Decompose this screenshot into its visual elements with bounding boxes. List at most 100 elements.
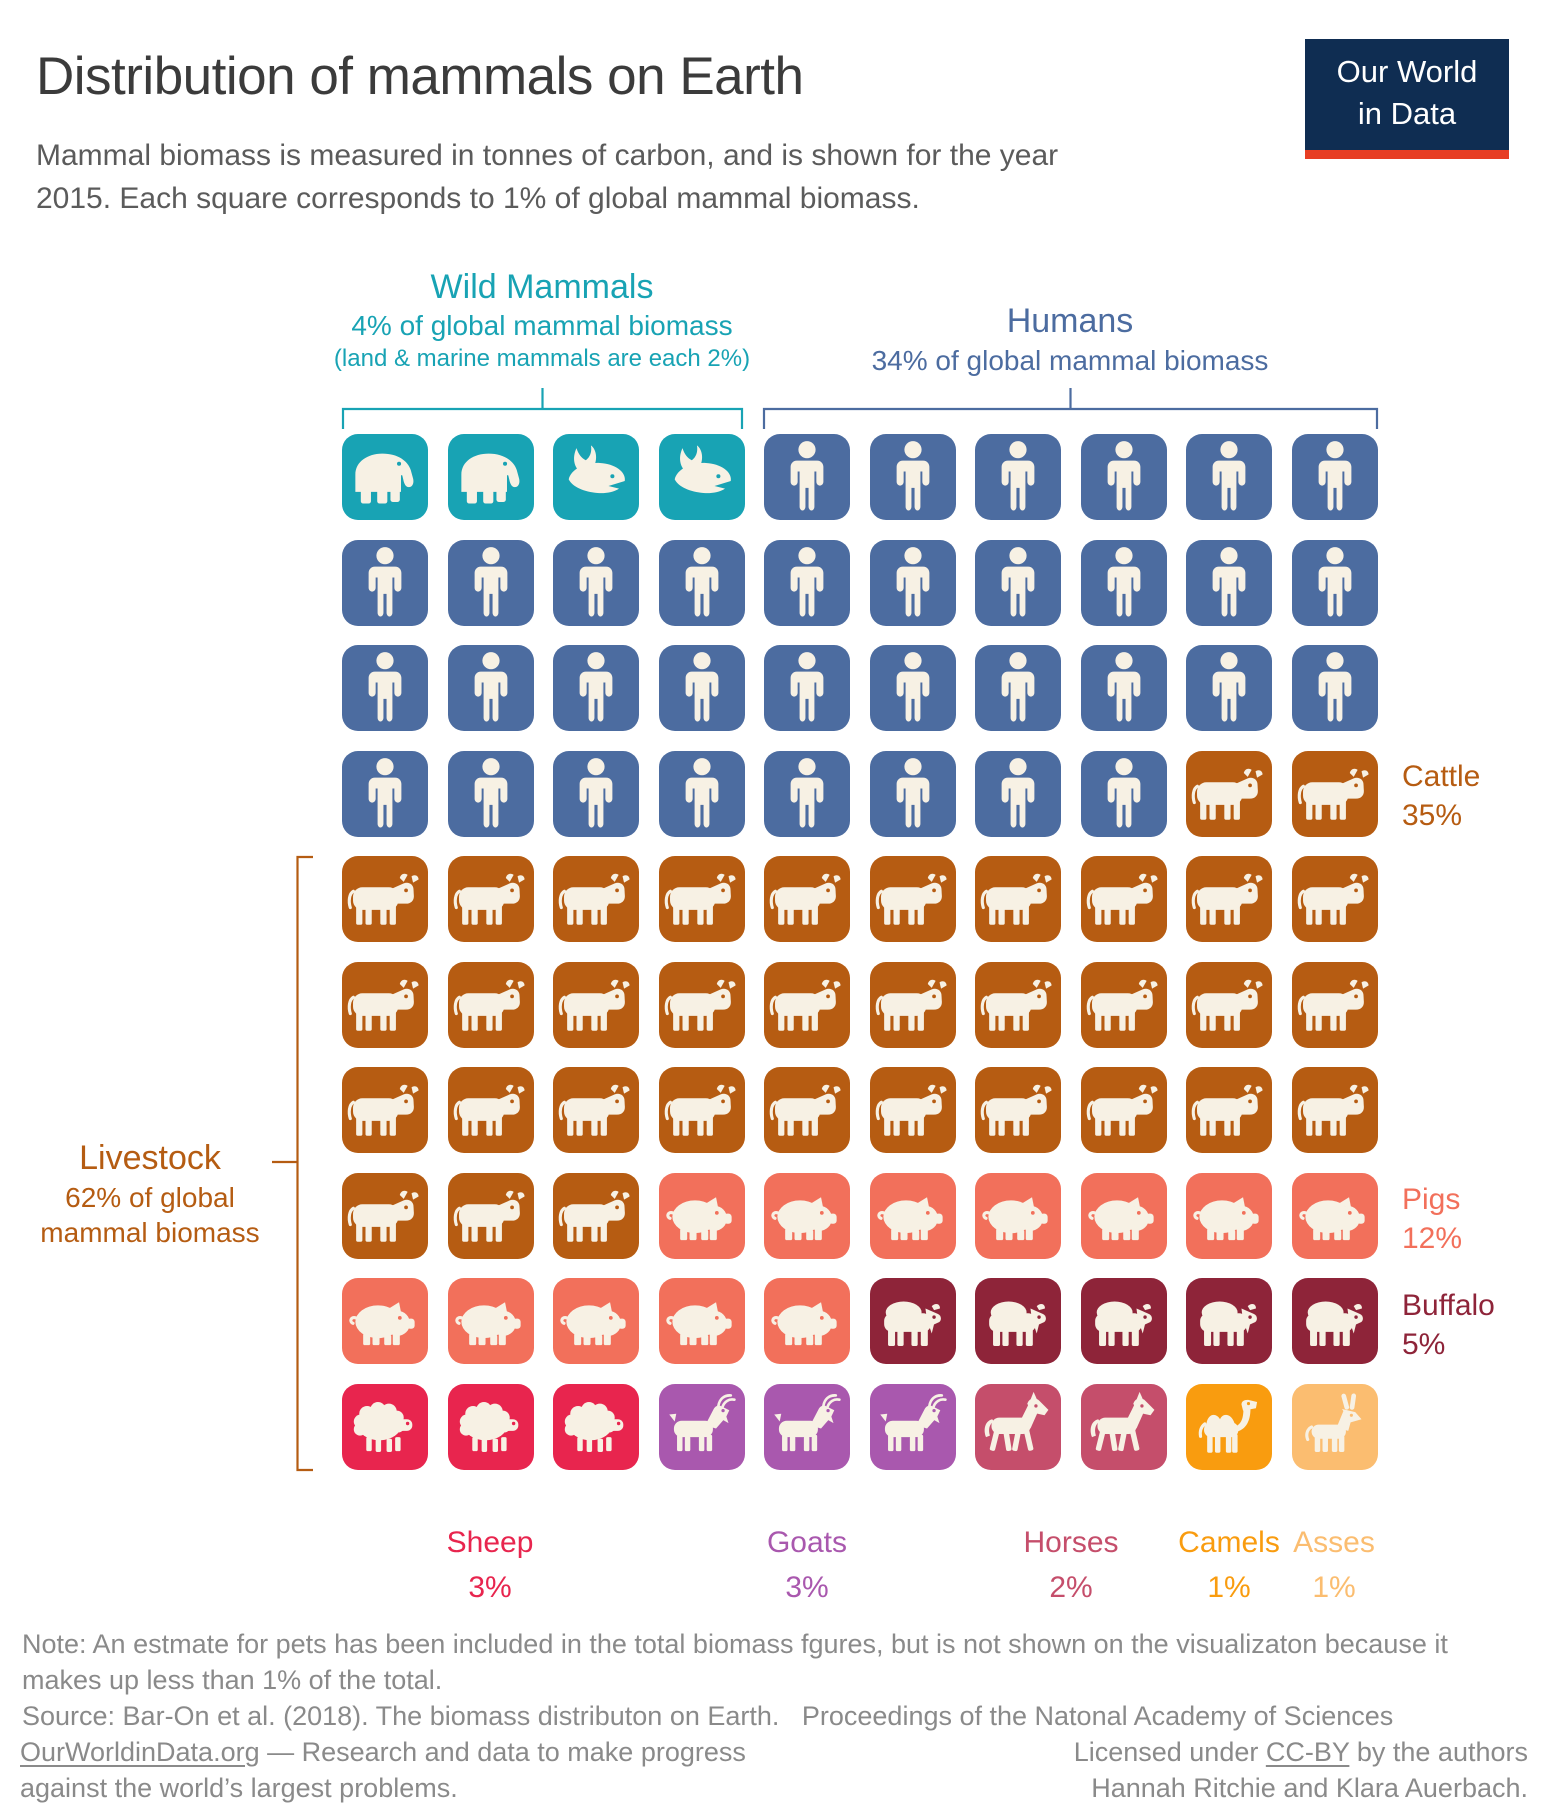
cow-icon	[979, 1071, 1057, 1149]
cell-person	[869, 434, 956, 520]
cell-person	[1186, 434, 1272, 520]
cell-cow	[1186, 856, 1272, 942]
goats-share: 3%	[785, 1571, 829, 1604]
cow-icon	[1296, 755, 1374, 833]
camels-share: 1%	[1207, 1571, 1251, 1604]
waffle-grid	[342, 434, 1378, 1470]
cell-cow	[869, 961, 956, 1048]
cell-person	[1080, 539, 1167, 626]
pigs-name: Pigs	[1402, 1183, 1461, 1216]
person-icon	[663, 755, 741, 833]
subtitle-line2: 2015. Each square corresponds to 1% of g…	[36, 182, 920, 215]
cow-icon	[874, 860, 952, 938]
person-icon	[452, 544, 530, 622]
person-icon	[874, 649, 952, 727]
cell-person	[342, 539, 428, 626]
person-icon	[663, 544, 741, 622]
brand-line2: against the world’s largest problems.	[20, 1773, 458, 1803]
cell-donkey	[1291, 1383, 1378, 1470]
humans-title: Humans	[1006, 302, 1134, 340]
cell-elephant	[447, 434, 534, 520]
person-icon	[1190, 544, 1268, 622]
sheep-share: 3%	[468, 1571, 512, 1604]
cell-cow	[975, 856, 1061, 942]
cow-icon	[768, 860, 846, 938]
cell-pig	[869, 1172, 956, 1259]
cell-pig	[764, 1172, 850, 1259]
cell-cow	[1291, 961, 1378, 1048]
license-block: Licensed under CC-BY by the authors Hann…	[1074, 1734, 1528, 1806]
cell-elephant	[342, 434, 428, 520]
cow-icon	[979, 966, 1057, 1044]
ccby-link[interactable]: CC-BY	[1265, 1737, 1350, 1767]
wild-mammals-share: 4% of global mammal biomass	[351, 310, 733, 341]
cell-person	[342, 750, 428, 837]
livestock-share-line2: mammal biomass	[40, 1217, 260, 1248]
source-line: Source: Bar-On et al. (2018). The biomas…	[22, 1701, 1394, 1731]
license-post: by the authors	[1349, 1737, 1528, 1767]
cell-cow	[447, 1067, 534, 1153]
pig-icon	[874, 1177, 952, 1255]
cow-icon	[1190, 966, 1268, 1044]
cell-cow	[975, 961, 1061, 1048]
cow-icon	[663, 860, 741, 938]
asses-name: Asses	[1293, 1526, 1375, 1559]
horse-icon	[979, 1388, 1057, 1466]
cell-cow	[869, 1067, 956, 1153]
cell-pig	[764, 1278, 850, 1364]
person-icon	[557, 755, 635, 833]
elephant-icon	[346, 438, 424, 516]
cell-pig	[553, 1278, 639, 1364]
cell-cow	[553, 856, 639, 942]
cell-goat	[764, 1383, 850, 1470]
cell-buffalo	[1291, 1278, 1378, 1364]
horses-label: Horses 2%	[1023, 1520, 1118, 1610]
cell-person	[975, 539, 1061, 626]
cell-person	[764, 539, 850, 626]
person-icon	[557, 649, 635, 727]
pig-icon	[768, 1282, 846, 1360]
cell-cow	[1186, 750, 1272, 837]
sheep-icon	[346, 1388, 424, 1466]
person-icon	[768, 544, 846, 622]
cell-person	[447, 750, 534, 837]
cell-cow	[1186, 961, 1272, 1048]
cow-icon	[768, 966, 846, 1044]
person-icon	[1190, 438, 1268, 516]
cow-icon	[1296, 966, 1374, 1044]
cell-cow	[1291, 856, 1378, 942]
cow-icon	[663, 1071, 741, 1149]
cell-sheep	[447, 1383, 534, 1470]
buffalo-icon	[1190, 1282, 1268, 1360]
owid-link[interactable]: OurWorldinData.org	[20, 1737, 260, 1767]
buffalo-icon	[1085, 1282, 1163, 1360]
cell-person	[447, 645, 534, 731]
cell-cow	[447, 856, 534, 942]
cell-cow	[553, 1067, 639, 1153]
cow-icon	[1085, 1071, 1163, 1149]
cow-icon	[346, 860, 424, 938]
person-icon	[1296, 544, 1374, 622]
pig-icon	[557, 1282, 635, 1360]
livestock-bracket	[272, 855, 313, 1472]
cell-cow	[1080, 961, 1167, 1048]
cell-sheep	[553, 1383, 639, 1470]
person-icon	[346, 544, 424, 622]
cell-person	[553, 539, 639, 626]
cell-goat	[869, 1383, 956, 1470]
footnote-line1: Note: An estmate for pets has been inclu…	[22, 1629, 1448, 1659]
horses-name: Horses	[1023, 1526, 1119, 1559]
goats-label: Goats 3%	[767, 1520, 847, 1610]
cow-icon	[1085, 860, 1163, 938]
cell-pig	[658, 1172, 745, 1259]
cell-person	[975, 750, 1061, 837]
cell-pig	[1291, 1172, 1378, 1259]
footnote-line2: makes up less than 1% of the total.	[22, 1665, 443, 1695]
person-icon	[768, 649, 846, 727]
cow-icon	[1190, 860, 1268, 938]
person-icon	[874, 755, 952, 833]
cell-goat	[658, 1383, 745, 1470]
cow-icon	[346, 1071, 424, 1149]
cow-icon	[663, 966, 741, 1044]
cell-person	[1186, 539, 1272, 626]
